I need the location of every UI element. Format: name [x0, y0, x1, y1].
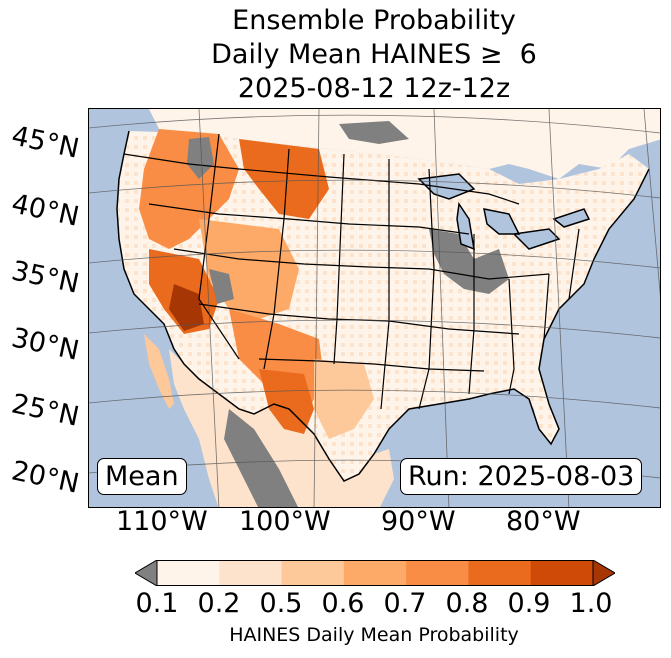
chart-title: Ensemble Probability Daily Mean HAINES ≥… [0, 4, 671, 106]
colorbar-tick-3: 0.6 [321, 588, 365, 619]
canada-land [149, 109, 660, 179]
map-svg [89, 109, 660, 507]
colorbar-frame [156, 560, 594, 586]
mexico-land [169, 349, 394, 507]
west-orange-1 [139, 129, 239, 249]
map-panel [88, 108, 661, 508]
lat-label-40: 40°N [8, 188, 82, 233]
colorbar-segment [468, 560, 532, 586]
colorbar-segment [219, 560, 283, 586]
texas-mid [314, 359, 374, 439]
colorbar-under-arrow [135, 560, 158, 586]
lat-label-30: 30°N [8, 322, 82, 367]
texas-west-orange [259, 369, 314, 434]
colorbar-tick-6: 0.9 [507, 588, 551, 619]
colorbar-tick-7: 1.0 [569, 588, 613, 619]
colorbar-tick-5: 0.8 [445, 588, 489, 619]
us-land [117, 131, 649, 481]
title-line-3: 2025-08-12 12z-12z [237, 73, 511, 104]
colorbar-segment [157, 560, 220, 586]
colorbar-tick-2: 0.5 [259, 588, 303, 619]
missing-southwest [209, 269, 234, 304]
west-orange-2 [239, 139, 329, 219]
lat-label-45: 45°N [8, 120, 82, 165]
missing-canada [339, 121, 409, 144]
colorbar [135, 560, 615, 586]
colorbar-segments [157, 560, 594, 586]
graticule [89, 109, 660, 507]
title-line-2: Daily Mean HAINES ≥ 6 [211, 39, 537, 70]
colorbar-label: HAINES Daily Mean Probability [229, 624, 519, 646]
great-lakes [417, 173, 591, 251]
colorbar-segment [281, 560, 345, 586]
colorbar-segment [530, 560, 594, 586]
lat-label-35: 35°N [8, 255, 82, 300]
lon-label-80: 80°W [506, 506, 581, 537]
lat-label-25: 25°N [8, 388, 82, 433]
missing-ohio-valley [429, 229, 509, 294]
lat-label-20: 20°N [8, 455, 82, 500]
missing-northern-rockies [187, 137, 214, 179]
colorbar-segment [343, 560, 407, 586]
coastline [116, 130, 650, 482]
lon-label-100: 100°W [239, 506, 331, 537]
colorbar-tick-1: 0.2 [197, 588, 241, 619]
colorbar-tick-0: 0.1 [135, 588, 179, 619]
mean-label-box: Mean [97, 458, 187, 495]
state-borders [123, 133, 580, 410]
colorbar-over-arrow [592, 560, 615, 586]
colorbar-tick-4: 0.7 [383, 588, 427, 619]
mexico-missing [224, 409, 298, 507]
lon-label-110: 110°W [116, 506, 208, 537]
run-date-box: Run: 2025-08-03 [400, 458, 643, 495]
colorbar-segment [406, 560, 469, 586]
title-line-1: Ensemble Probability [232, 5, 516, 36]
baja [144, 334, 174, 409]
west-darkest [169, 284, 204, 331]
lon-label-90: 90°W [381, 506, 456, 537]
